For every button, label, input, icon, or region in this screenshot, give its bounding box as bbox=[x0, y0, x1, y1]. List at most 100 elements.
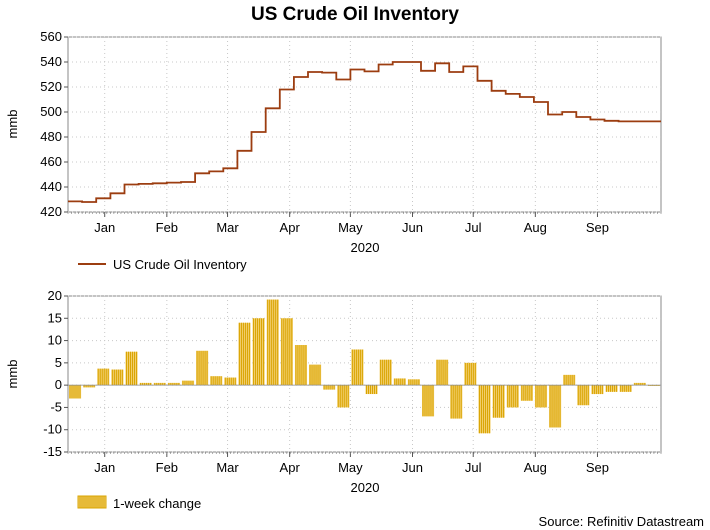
y-tick-label: 560 bbox=[40, 29, 62, 44]
change-bar bbox=[577, 385, 590, 406]
weekly-change-legend-label: 1-week change bbox=[113, 496, 201, 511]
weekly-change-minor-ticks bbox=[67, 452, 662, 454]
change-bar-fill bbox=[153, 382, 166, 386]
change-bar-fill bbox=[252, 318, 265, 386]
change-bar-fill bbox=[323, 385, 336, 390]
change-bar bbox=[238, 322, 251, 386]
weekly-change-legend-hatch bbox=[79, 496, 105, 508]
change-bar-fill bbox=[478, 385, 491, 434]
change-bar-fill bbox=[605, 385, 618, 392]
change-bar-fill bbox=[125, 351, 138, 386]
change-bar bbox=[393, 378, 406, 386]
inventory-x-axis-label: 2020 bbox=[351, 240, 380, 255]
change-bar-fill bbox=[181, 380, 195, 386]
change-bar-fill bbox=[210, 376, 223, 386]
change-bar bbox=[407, 379, 420, 386]
change-bar bbox=[534, 385, 548, 408]
change-bar-fill bbox=[421, 385, 435, 417]
change-bar-fill bbox=[139, 382, 152, 386]
change-bar bbox=[520, 385, 533, 401]
x-tick-label: Feb bbox=[156, 460, 178, 475]
change-bar bbox=[492, 385, 505, 418]
change-bar bbox=[619, 385, 632, 392]
change-bar-fill bbox=[224, 377, 237, 386]
change-bar-fill bbox=[337, 385, 350, 408]
x-tick-label: Apr bbox=[280, 460, 301, 475]
change-bar bbox=[478, 385, 491, 434]
change-bar bbox=[563, 374, 576, 386]
change-bar bbox=[181, 380, 195, 386]
y-tick-label: -10 bbox=[43, 422, 62, 437]
weekly-change-grid bbox=[68, 295, 661, 453]
change-bar-fill bbox=[69, 385, 82, 399]
change-bar-fill bbox=[393, 378, 406, 386]
change-bar-fill bbox=[633, 382, 646, 386]
change-bar bbox=[266, 299, 279, 386]
y-tick-label: 5 bbox=[55, 355, 62, 370]
change-bar bbox=[450, 385, 463, 419]
x-tick-label: Mar bbox=[216, 220, 239, 235]
x-tick-label: Jun bbox=[402, 460, 423, 475]
x-tick-label: May bbox=[338, 460, 363, 475]
inventory-series bbox=[68, 61, 661, 203]
change-bar-fill bbox=[464, 362, 477, 386]
change-bar-fill bbox=[619, 385, 632, 392]
change-bar bbox=[69, 385, 82, 399]
chart-title: US Crude Oil Inventory bbox=[251, 4, 459, 25]
change-bar-fill bbox=[534, 385, 548, 408]
change-bar-fill bbox=[111, 369, 124, 386]
inventory-legend-label: US Crude Oil Inventory bbox=[113, 257, 247, 272]
weekly-change-x-axis-label: 2020 bbox=[351, 480, 380, 495]
x-tick-label: Aug bbox=[524, 220, 547, 235]
change-bar bbox=[125, 351, 138, 386]
change-bar-fill bbox=[506, 385, 519, 408]
source-note: Source: Refinitiv Datastream bbox=[539, 514, 704, 529]
y-tick-label: -15 bbox=[43, 444, 62, 459]
change-bar bbox=[309, 364, 322, 386]
change-bar-fill bbox=[577, 385, 590, 406]
change-bar-fill bbox=[549, 385, 562, 428]
x-tick-label: Feb bbox=[156, 220, 178, 235]
inventory-line bbox=[68, 61, 661, 203]
inventory-panel: 420 440 460 480 500 520 540 560 Jan Feb Mar Apr May… bbox=[5, 29, 662, 272]
y-tick-label: 540 bbox=[40, 54, 62, 69]
change-bar bbox=[351, 349, 364, 386]
change-bar bbox=[379, 359, 392, 386]
change-bar bbox=[337, 385, 350, 408]
change-bar-fill bbox=[196, 350, 209, 386]
change-bar-fill bbox=[450, 385, 463, 419]
y-tick-label: 520 bbox=[40, 79, 62, 94]
x-tick-label: Aug bbox=[524, 460, 547, 475]
y-tick-label: 420 bbox=[40, 204, 62, 219]
x-tick-label: May bbox=[338, 220, 363, 235]
x-tick-label: Jun bbox=[402, 220, 423, 235]
x-tick-label: Jan bbox=[94, 220, 115, 235]
change-bar bbox=[421, 385, 435, 417]
y-tick-label: 10 bbox=[48, 333, 62, 348]
weekly-change-y-ticks: -15 -10 -5 0 5 10 15 20 bbox=[43, 288, 68, 459]
change-bar-fill bbox=[379, 359, 392, 386]
change-bar bbox=[280, 318, 293, 386]
change-bar-fill bbox=[97, 368, 110, 386]
change-bar-fill bbox=[83, 385, 96, 388]
y-tick-label: 480 bbox=[40, 129, 62, 144]
change-bar-fill bbox=[266, 299, 279, 386]
y-tick-label: 440 bbox=[40, 179, 62, 194]
change-bar bbox=[591, 385, 604, 395]
change-bar-fill bbox=[309, 364, 322, 386]
y-tick-label: 460 bbox=[40, 154, 62, 169]
weekly-change-x-ticks: Jan Feb Mar Apr May Jun Jul Aug Sep bbox=[94, 452, 609, 475]
change-bar bbox=[436, 359, 449, 386]
y-tick-label: 0 bbox=[55, 377, 62, 392]
y-tick-label: 15 bbox=[48, 310, 62, 325]
change-bar bbox=[549, 385, 562, 428]
change-bar bbox=[196, 350, 209, 386]
change-bar bbox=[323, 385, 336, 390]
x-tick-label: Jan bbox=[94, 460, 115, 475]
change-bar-fill bbox=[280, 318, 293, 386]
change-bar-fill bbox=[238, 322, 251, 386]
weekly-change-bars bbox=[68, 299, 661, 434]
x-tick-label: Sep bbox=[586, 460, 609, 475]
